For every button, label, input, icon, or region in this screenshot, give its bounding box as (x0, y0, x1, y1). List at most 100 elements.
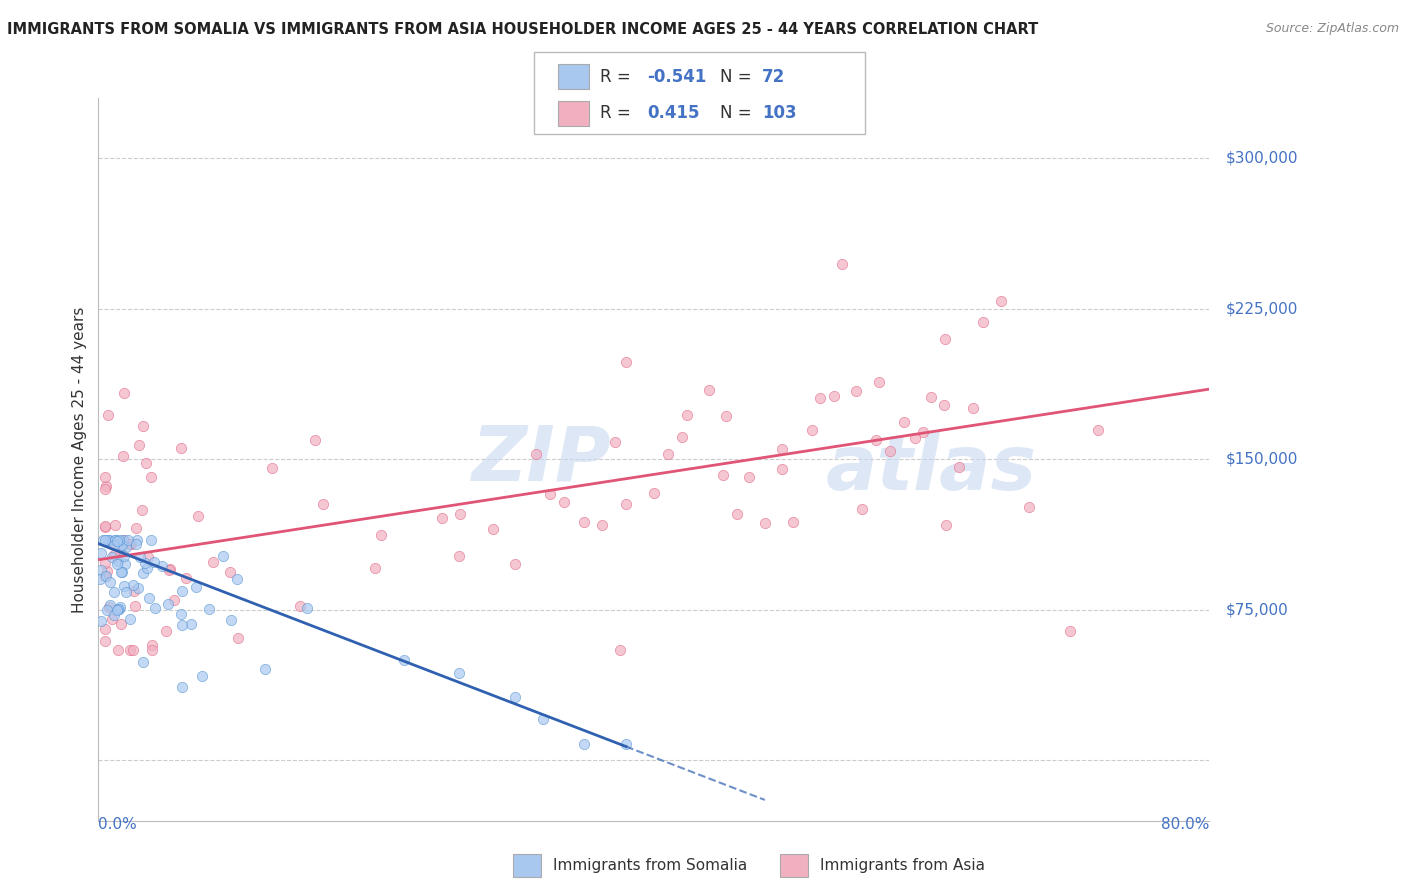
Point (117, 533, 139, 547)
Point (107, 602, 129, 616)
Point (1018, 500, 1040, 514)
Point (104, 517, 127, 532)
Point (1087, 423, 1109, 437)
Point (132, 418, 155, 433)
Point (226, 572, 249, 586)
Text: 103: 103 (762, 104, 797, 122)
Point (131, 503, 153, 517)
Point (129, 550, 152, 565)
Point (503, 690, 526, 704)
Point (921, 390, 943, 404)
Text: 0.0%: 0.0% (98, 817, 138, 831)
Point (212, 549, 235, 563)
Point (107, 534, 129, 549)
Point (122, 578, 145, 592)
Point (524, 447, 547, 461)
Point (449, 665, 471, 680)
Point (139, 533, 162, 547)
Point (114, 558, 136, 572)
Point (103, 548, 125, 562)
Point (103, 538, 125, 552)
Point (141, 638, 163, 652)
Point (94, 519, 117, 533)
Point (115, 585, 138, 599)
Point (198, 602, 221, 616)
Point (128, 438, 150, 452)
Text: ZIP: ZIP (472, 423, 612, 496)
Point (156, 597, 179, 611)
Text: $150,000: $150,000 (1226, 452, 1298, 467)
Point (810, 391, 832, 405)
Text: Immigrants from Asia: Immigrants from Asia (820, 858, 984, 872)
Point (312, 498, 335, 512)
Point (96, 569, 118, 583)
Point (103, 608, 125, 623)
Point (104, 533, 127, 547)
Point (643, 486, 665, 500)
Point (157, 563, 180, 577)
Point (903, 432, 925, 446)
Point (614, 737, 637, 751)
Point (96, 479, 118, 493)
Point (503, 558, 526, 572)
Point (163, 592, 186, 607)
Point (990, 293, 1012, 308)
Point (432, 510, 454, 524)
Point (155, 624, 177, 638)
Point (170, 680, 193, 694)
Point (111, 538, 134, 552)
Point (482, 522, 505, 536)
Point (110, 565, 132, 579)
Point (112, 579, 135, 593)
Point (449, 549, 471, 563)
Point (363, 561, 385, 575)
Point (108, 602, 131, 616)
Point (218, 566, 240, 580)
Point (120, 612, 142, 626)
Text: $225,000: $225,000 (1226, 301, 1298, 317)
Point (392, 653, 415, 667)
Point (138, 591, 160, 605)
Point (131, 655, 153, 669)
Point (737, 470, 759, 484)
Point (770, 461, 793, 475)
Text: N =: N = (720, 68, 756, 86)
Point (935, 517, 957, 532)
Point (170, 584, 193, 599)
Point (112, 533, 135, 547)
Point (180, 617, 202, 632)
Point (948, 460, 970, 475)
Point (98, 598, 121, 612)
Point (97, 408, 120, 422)
Text: N =: N = (720, 104, 756, 122)
Point (143, 555, 166, 569)
Point (94, 533, 117, 547)
Point (107, 643, 129, 657)
Point (120, 536, 142, 550)
Point (101, 612, 124, 626)
Point (851, 501, 873, 516)
Point (591, 517, 613, 532)
Point (96, 564, 118, 578)
Point (98, 600, 121, 615)
Point (770, 442, 793, 456)
Point (187, 508, 209, 523)
Point (932, 398, 955, 412)
Point (125, 521, 148, 535)
Point (893, 415, 915, 429)
Y-axis label: Householder Income Ages 25 - 44 years: Householder Income Ages 25 - 44 years (72, 306, 87, 613)
Point (671, 429, 693, 443)
Text: R =: R = (600, 104, 637, 122)
Point (104, 533, 127, 547)
Point (150, 559, 173, 574)
Point (136, 550, 159, 565)
Point (574, 515, 596, 529)
Point (159, 562, 181, 576)
Point (100, 536, 122, 550)
Point (879, 444, 901, 458)
Point (782, 515, 804, 529)
Point (108, 545, 131, 559)
Point (90, 546, 112, 560)
Point (603, 434, 626, 449)
Text: $300,000: $300,000 (1226, 151, 1298, 166)
